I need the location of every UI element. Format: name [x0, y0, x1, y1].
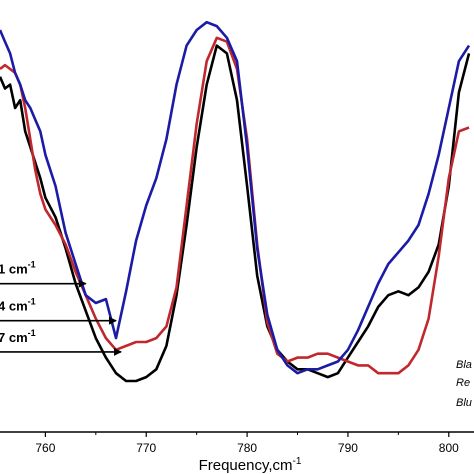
annotation-label-1: 1 cm-1 — [0, 260, 36, 277]
series-line-3 — [0, 20, 471, 375]
legend-entry-3: Blu — [456, 397, 472, 409]
series-layer — [0, 20, 471, 383]
legend: Bla Re Blu — [456, 359, 472, 409]
x-tick-label: 760 — [35, 441, 55, 455]
annotation-label-3: 7 cm-1 — [0, 328, 36, 345]
annotations: 1 cm-1 4 cm-1 7 cm-1 — [0, 260, 123, 356]
x-tick-label: 790 — [338, 441, 358, 455]
legend-entry-1: Bla — [456, 359, 472, 371]
x-axis-ticks: 760 770 780 790 800 — [35, 432, 459, 455]
legend-entry-2: Re — [456, 377, 470, 389]
x-tick-label: 780 — [237, 441, 257, 455]
annotation-label-2: 4 cm-1 — [0, 297, 36, 314]
x-tick-label: 770 — [136, 441, 156, 455]
series-line-1 — [0, 44, 471, 383]
series-line-2 — [0, 36, 470, 375]
x-axis-title: Frequency,cm-1 — [199, 456, 302, 474]
x-tick-label: 800 — [439, 441, 459, 455]
